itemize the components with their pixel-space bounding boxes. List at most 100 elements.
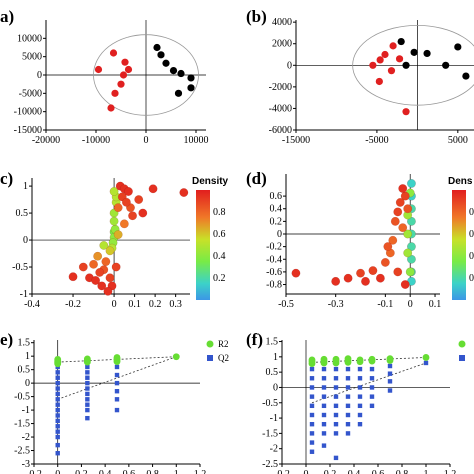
- panel-c-density-scatter: c) -0.4 -0.2 0 0.1 0.2 0.3 -1 -0.5 0 0.5 1 Density 0.…: [0, 169, 229, 310]
- panel-f-regression-line-2: [311, 362, 427, 404]
- panel-d-data-point: [403, 204, 413, 214]
- panel-f-r2-points: [308, 354, 430, 367]
- panel-f-q2-point: [333, 394, 339, 399]
- panel-f-y-tick-label: -1: [270, 413, 278, 424]
- panel-e-y-tick-label: 1: [25, 351, 30, 362]
- panel-c-data-point: [113, 230, 123, 240]
- panel-b-y-tick-label: 0: [287, 60, 292, 71]
- panel-e-x-tick-label: 0: [55, 469, 60, 474]
- panel-e-label: e): [0, 330, 13, 349]
- panel-f-r2-point: [368, 355, 376, 363]
- panel-e-y-tick-label: -2.5: [14, 446, 30, 457]
- panel-e-y-tick-label: 0: [25, 378, 30, 389]
- panel-d-data-point: [380, 258, 390, 267]
- panel-b-series-2: [397, 37, 470, 80]
- panel-a-label: a): [0, 7, 14, 26]
- panel-e-q2-point: [85, 407, 90, 413]
- panel-d-density-points: [291, 179, 416, 289]
- panel-d-data-point: [398, 184, 408, 193]
- panel-f-q2-point: [333, 455, 339, 461]
- panel-f-x-tick-label: 0.8: [396, 469, 409, 474]
- panel-d-data-point: [356, 268, 365, 278]
- panel-b-data-point: [442, 61, 450, 69]
- panel-f-q2-point: [357, 403, 363, 409]
- panel-f-x-tick-label: 0.4: [348, 469, 361, 474]
- panel-d-data-point: [407, 216, 416, 226]
- panel-c-data-point: [93, 251, 103, 261]
- panel-f-q2-point: [321, 443, 327, 448]
- panel-e-q2-point: [114, 389, 120, 394]
- panel-c-data-point: [68, 272, 78, 282]
- panel-f-q2-point: [309, 385, 315, 390]
- panel-c-y-tick-label: 0: [23, 235, 28, 246]
- panel-a-data-point: [107, 104, 115, 112]
- panel-c-data-point: [103, 286, 113, 296]
- panel-b-data-point: [397, 37, 405, 46]
- panel-f-y-tick-label: -0.5: [262, 398, 278, 409]
- panel-c-data-point: [121, 197, 131, 207]
- panel-a-x-tick-label: -20000: [32, 135, 60, 146]
- panel-f-q2-point: [345, 412, 351, 418]
- panel-f-q2-point: [387, 388, 393, 393]
- panel-f-legend-marker: [459, 355, 465, 361]
- panel-c-colorbar-tick-label: 0.6: [213, 229, 226, 240]
- panel-f-q2-point: [309, 403, 315, 409]
- panel-a-x-tick-label: 10000: [184, 135, 209, 146]
- panel-d-colorbar-tick-label: 0.8: [469, 207, 474, 218]
- panel-d-data-point: [407, 179, 416, 188]
- panel-f-q2-point: [369, 376, 375, 381]
- panel-d-x-tick-label: 0: [408, 299, 413, 310]
- panel-c-data-point: [148, 184, 158, 194]
- panel-d-colorbar-title: Dens: [448, 176, 473, 187]
- panel-e-y-tick-label: -2: [22, 432, 30, 443]
- panel-b-data-point: [387, 67, 396, 75]
- panel-b-data-point: [369, 61, 377, 69]
- panel-c-data-point: [91, 276, 101, 285]
- panel-e-x-tick-label: 0.6: [123, 469, 136, 474]
- panel-f-q2-point: [357, 385, 363, 390]
- panel-f-q2-point: [357, 394, 363, 399]
- panel-e-y-tick-label: -0.5: [14, 392, 30, 403]
- panel-a-data-point: [121, 58, 129, 66]
- panel-b-pca-scores: (b) -15000 -5000 5000 -6000 -4000 -2000 0 2000 40…: [246, 7, 474, 146]
- panel-a-confidence-ellipse: [93, 34, 199, 116]
- panel-e-q2-point: [85, 364, 90, 370]
- panel-d-y-tick-label: -0.8: [266, 280, 282, 291]
- panel-e-q2-point: [85, 370, 90, 375]
- panel-f-q2-point: [333, 385, 339, 390]
- panel-f-q2-point: [309, 412, 315, 418]
- panel-d-data-point: [407, 242, 416, 252]
- panel-f-y-tick-label: 0.5: [266, 367, 279, 378]
- panel-a-data-point: [157, 51, 165, 59]
- panel-f-r2-point: [356, 356, 364, 364]
- panel-e-legend-marker: [207, 355, 213, 361]
- panel-e-q2-point: [55, 429, 60, 434]
- panel-e-q2-point: [55, 434, 60, 440]
- panel-d-colorbar-tick-label: 0.6: [469, 229, 474, 240]
- panel-d-data-point: [400, 280, 410, 289]
- panel-f-q2-point: [345, 421, 351, 427]
- panel-b-data-point: [454, 43, 462, 51]
- panel-e-q2-point: [55, 442, 60, 448]
- panel-a-data-point: [117, 80, 125, 88]
- panel-d-data-point: [403, 248, 413, 258]
- panel-a-data-point: [187, 74, 195, 82]
- panel-c-data-point: [99, 241, 109, 250]
- panel-d-data-point: [343, 273, 353, 283]
- panel-a-y-tick-label: -5000: [19, 88, 42, 99]
- panel-d-data-point: [331, 276, 341, 286]
- panel-d-y-tick-label: -0.2: [266, 242, 282, 253]
- panel-f-q2-point: [309, 376, 315, 381]
- panel-e-x-tick-label: 0.2: [75, 469, 88, 474]
- panel-f-q2-point: [369, 385, 375, 390]
- panel-c-x-tick-label: 0.2: [149, 299, 162, 310]
- panel-e-permutation-test: e)-0.200.20.40.60.811.2-3-2.5-2-1.5-1-0.…: [0, 330, 229, 474]
- panel-f-q2-point: [309, 366, 315, 372]
- panel-a-x-tick-label: -10000: [82, 135, 110, 146]
- panel-c-y-tick-label: 0.5: [16, 208, 29, 219]
- panel-e-y-tick-label: -1.5: [14, 419, 30, 430]
- panel-f-q2-point: [309, 394, 315, 399]
- panel-e-q2-points: [55, 354, 179, 456]
- panel-f-r2-point: [386, 355, 394, 363]
- panel-b-y-tick-label: -4000: [269, 103, 292, 114]
